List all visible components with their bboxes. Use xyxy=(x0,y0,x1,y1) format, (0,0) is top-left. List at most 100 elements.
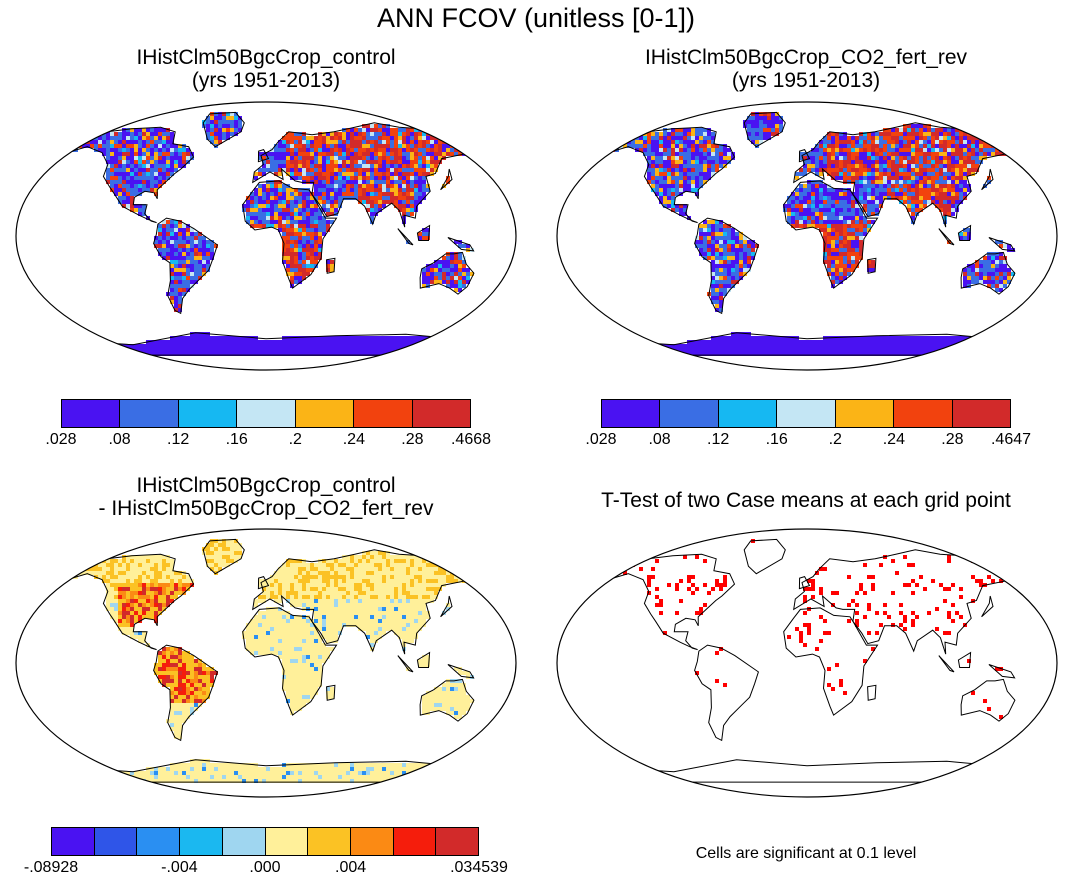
map-cell xyxy=(711,288,715,292)
map-cell xyxy=(334,176,338,180)
map-cell xyxy=(727,240,731,244)
map-cell xyxy=(715,348,719,352)
map-cell xyxy=(150,136,154,140)
map-cell xyxy=(174,352,178,356)
map-cell xyxy=(831,168,835,172)
map-cell xyxy=(278,567,282,571)
map-cell xyxy=(118,156,122,160)
map-cell xyxy=(458,256,462,260)
map-cell xyxy=(827,132,831,136)
map-cell xyxy=(302,567,306,571)
map-cell xyxy=(687,176,691,180)
map-cell xyxy=(382,348,386,352)
map-cell xyxy=(378,567,382,571)
map-cell xyxy=(78,348,82,352)
map-cell xyxy=(374,336,378,340)
map-cell xyxy=(450,563,454,567)
map-cell xyxy=(851,236,855,240)
map-cell xyxy=(855,156,859,160)
map-cell xyxy=(643,344,647,348)
map-cell xyxy=(999,276,1003,280)
map-cell xyxy=(138,208,142,212)
map-cell xyxy=(911,180,915,184)
map-cell xyxy=(859,252,863,256)
map-cell xyxy=(891,148,895,152)
map-cell xyxy=(935,200,939,204)
map-cell xyxy=(170,571,174,575)
map-cell xyxy=(971,348,975,352)
map-cell xyxy=(114,348,118,352)
map-cell xyxy=(158,348,162,352)
map-cell xyxy=(398,156,402,160)
map-cell xyxy=(130,188,134,192)
coastline xyxy=(743,111,786,148)
map-cell xyxy=(206,547,210,551)
map-cell xyxy=(154,180,158,184)
map-cell xyxy=(827,352,831,356)
map-cell xyxy=(1007,140,1011,144)
map-cell xyxy=(338,200,342,204)
map-cell xyxy=(819,164,823,168)
map-cell xyxy=(671,188,675,192)
map-cell xyxy=(959,152,963,156)
map-cell xyxy=(310,136,314,140)
map-cell xyxy=(711,272,715,276)
map-cell xyxy=(330,156,334,160)
map-cell xyxy=(687,136,691,140)
map-cell xyxy=(210,256,214,260)
map-cell xyxy=(887,164,891,168)
map-cell xyxy=(406,208,410,212)
map-cell xyxy=(619,344,623,348)
map-cell xyxy=(234,120,238,124)
map-cell xyxy=(386,136,390,140)
map-cell xyxy=(671,192,675,196)
map-cell xyxy=(987,352,991,356)
map-cell xyxy=(142,168,146,172)
map-cell xyxy=(334,132,338,136)
map-cell xyxy=(114,192,118,196)
map-cell xyxy=(735,256,739,260)
map-cell xyxy=(647,148,651,152)
map-cell xyxy=(867,344,871,348)
panel-control-title-line1: IHistClm50BgcCrop_control xyxy=(136,46,396,69)
map-cell xyxy=(198,344,202,348)
map-cell xyxy=(354,184,358,188)
map-cell xyxy=(919,204,923,208)
map-cell xyxy=(142,567,146,571)
map-cell xyxy=(194,276,198,280)
map-cell xyxy=(983,336,987,340)
map-cell xyxy=(314,156,318,160)
map-cell xyxy=(1007,136,1011,140)
map-cell xyxy=(318,184,322,188)
map-cell xyxy=(370,184,374,188)
map-cell xyxy=(835,344,839,348)
map-cell xyxy=(158,563,162,567)
map-cell xyxy=(226,547,230,551)
map-cell xyxy=(94,571,98,575)
map-cell xyxy=(967,228,971,232)
map-cell xyxy=(647,144,651,148)
map-cell xyxy=(959,148,963,152)
map-cell xyxy=(927,348,931,352)
map-cell xyxy=(146,176,150,180)
map-cell xyxy=(422,180,426,184)
map-cell xyxy=(691,164,695,168)
map-cell xyxy=(170,260,174,264)
map-cell xyxy=(206,336,210,340)
map-cell xyxy=(446,180,450,184)
map-cell xyxy=(338,336,342,340)
map-cell xyxy=(967,280,971,284)
map-cell xyxy=(386,160,390,164)
map-cell xyxy=(426,164,430,168)
map-cell xyxy=(418,156,422,160)
map-cell xyxy=(382,567,386,571)
map-cell xyxy=(142,188,146,192)
map-cell xyxy=(907,160,911,164)
map-cell xyxy=(310,144,314,148)
map-cell xyxy=(843,224,847,228)
map-cell xyxy=(158,240,162,244)
map-cell xyxy=(266,196,270,200)
map-cell xyxy=(462,567,466,571)
map-cell xyxy=(951,148,955,152)
map-cell xyxy=(418,352,422,356)
